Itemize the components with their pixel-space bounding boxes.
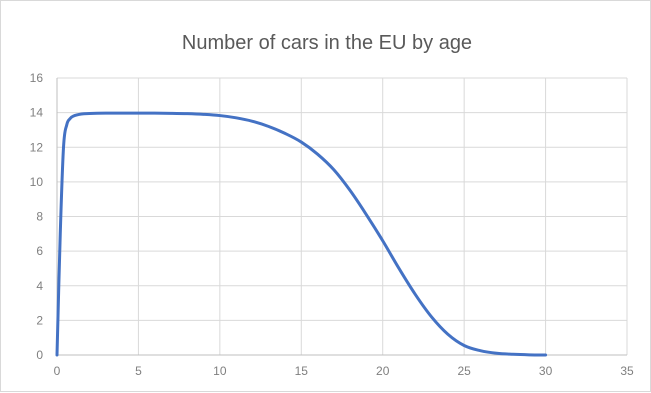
series-line-0 — [55, 111, 548, 357]
y-tick-label-10: 10 — [30, 175, 44, 189]
y-tick-label-14: 14 — [30, 106, 44, 120]
x-tick-label-20: 20 — [376, 364, 390, 378]
x-tick-label-5: 5 — [135, 364, 142, 378]
gridlines — [56, 77, 628, 356]
y-tick-label-16: 16 — [30, 71, 44, 85]
chart-title: Number of cars in the EU by age — [182, 32, 472, 54]
series-layer — [55, 111, 548, 357]
tick-labels: 0 5 10 15 20 25 30 35 0 2 4 6 8 10 12 14 16 — [30, 71, 634, 378]
x-tick-label-0: 0 — [54, 364, 61, 378]
y-tick-label-6: 6 — [36, 244, 43, 258]
y-tick-label-12: 12 — [30, 140, 44, 154]
x-tick-label-35: 35 — [620, 364, 634, 378]
y-tick-label-0: 0 — [36, 348, 43, 362]
y-tick-label-2: 2 — [36, 313, 43, 327]
x-tick-label-15: 15 — [295, 364, 309, 378]
x-tick-label-25: 25 — [457, 364, 471, 378]
y-tick-label-4: 4 — [36, 279, 43, 293]
y-tick-label-8: 8 — [36, 210, 43, 224]
x-tick-label-10: 10 — [213, 364, 227, 378]
x-tick-label-30: 30 — [539, 364, 553, 378]
